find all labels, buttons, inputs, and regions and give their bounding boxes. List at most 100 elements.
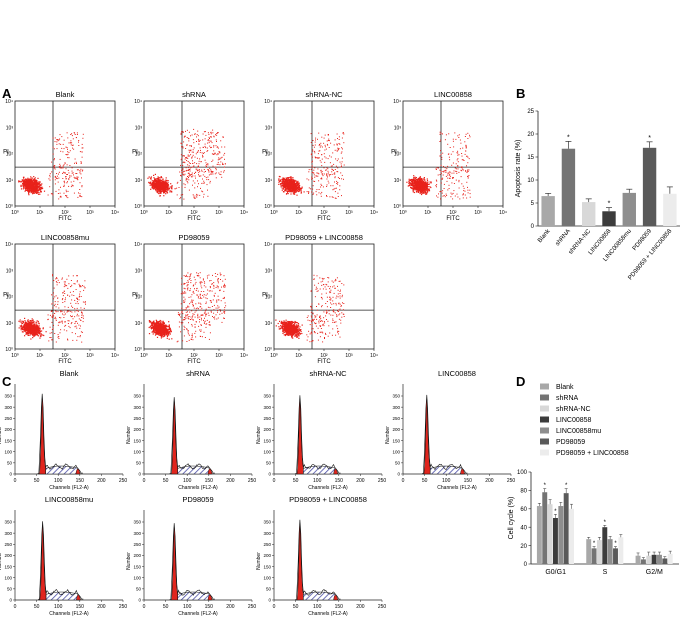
scatter-dot	[163, 189, 165, 191]
scatter-dot	[334, 177, 336, 179]
scatter-dot	[185, 148, 187, 149]
scatter-dot	[220, 140, 222, 142]
scatter-dot	[200, 161, 202, 163]
scatter-dot	[62, 292, 64, 294]
scatter-dot	[203, 196, 204, 198]
scatter-dot	[62, 313, 63, 315]
scatter-dot	[150, 178, 152, 180]
scatter-dot	[440, 191, 442, 192]
scatter-dot	[42, 327, 44, 329]
scatter-dot	[219, 164, 221, 166]
scatter-dot	[170, 183, 172, 185]
scatter-dot	[76, 132, 78, 134]
scatter-dot	[447, 173, 449, 175]
scatter-dot	[285, 177, 287, 179]
scatter-dot	[316, 175, 318, 177]
scatter-dot	[417, 181, 419, 183]
scatter-dot	[35, 191, 37, 193]
scatter-dot	[37, 328, 39, 330]
scatter-dot	[166, 335, 169, 337]
scatter-dot	[159, 186, 161, 188]
scatter-dot	[79, 327, 81, 329]
scatter-dot	[52, 313, 54, 315]
scatter-dot	[151, 326, 153, 328]
scatter-dot	[38, 332, 40, 334]
scatter-dot	[217, 161, 219, 163]
scatter-dot	[215, 177, 217, 179]
scatter-dot	[163, 190, 165, 192]
scatter-dot	[289, 188, 291, 190]
scatter-dot	[151, 322, 153, 324]
scatter-dot	[334, 172, 336, 174]
scatter-dot	[163, 188, 165, 190]
scatter-dot	[331, 165, 333, 167]
scatter-dot	[154, 188, 157, 190]
scatter-dot	[339, 143, 341, 145]
scatter-dot	[75, 302, 77, 304]
scatter-dot	[29, 191, 31, 193]
scatter-dot	[197, 169, 199, 171]
scatter-dot	[26, 326, 28, 328]
scatter-dot	[464, 136, 466, 137]
scatter-dot	[171, 186, 173, 188]
scatter-dot	[63, 171, 65, 173]
scatter-dot	[328, 140, 330, 142]
scatter-dot	[279, 183, 282, 185]
scatter-dot	[55, 295, 57, 297]
scatter-dot	[197, 135, 199, 137]
scatter-dot	[152, 187, 154, 189]
scatter-dot	[71, 294, 73, 296]
scatter-dot	[189, 174, 191, 176]
scatter-dot	[20, 327, 22, 329]
y-tick-label: 10⁰	[5, 204, 13, 210]
scatter-dot	[18, 327, 20, 329]
scatter-dot	[203, 152, 205, 154]
scatter-dot	[311, 176, 313, 178]
scatter-dot	[284, 190, 287, 192]
scatter-dot	[156, 191, 158, 193]
scatter-dot	[65, 189, 67, 191]
scatter-dot	[160, 176, 162, 178]
scatter-dot	[60, 329, 62, 331]
scatter-dot	[436, 168, 437, 170]
scatter-dot	[155, 187, 157, 189]
scatter-dot	[166, 191, 168, 193]
scatter-dot	[417, 187, 419, 190]
scatter-dot	[166, 337, 168, 339]
scatter-dot	[293, 184, 296, 186]
scatter-dot	[296, 187, 298, 189]
scatter-dot	[53, 159, 55, 161]
scatter-dot	[427, 181, 429, 183]
x-tick-label: 10²	[61, 210, 69, 216]
scatter-dot	[297, 184, 299, 186]
scatter-dot	[56, 177, 58, 179]
scatter-dot	[197, 166, 199, 168]
scatter-dot	[182, 171, 184, 173]
scatter-dot	[199, 151, 201, 153]
scatter-dot	[326, 186, 328, 187]
scatter-dot	[417, 184, 419, 186]
scatter-dot	[82, 169, 84, 171]
scatter-dot	[426, 185, 428, 187]
scatter-dot	[158, 177, 160, 179]
scatter-dot	[67, 339, 69, 341]
scatter-dot	[462, 197, 464, 199]
scatter-dot	[164, 185, 166, 187]
scatter-dot	[220, 174, 222, 176]
scatter-dot	[335, 187, 337, 189]
scatter-dot	[27, 182, 29, 184]
scatter-dot	[62, 143, 64, 145]
scatter-dot	[298, 186, 300, 188]
scatter-dot	[285, 186, 287, 188]
scatter-dot	[436, 184, 438, 186]
x-tick-label: 10²	[449, 210, 457, 216]
scatter-dot	[210, 133, 212, 135]
scatter-dot	[24, 180, 26, 182]
scatter-dot	[31, 323, 33, 325]
scatter-dot	[67, 310, 69, 312]
scatter-dot	[285, 179, 287, 181]
scatter-dot	[466, 165, 467, 167]
scatter-dot	[414, 181, 416, 183]
scatter-dot	[73, 192, 75, 194]
y-axis-label: PI	[3, 150, 9, 156]
